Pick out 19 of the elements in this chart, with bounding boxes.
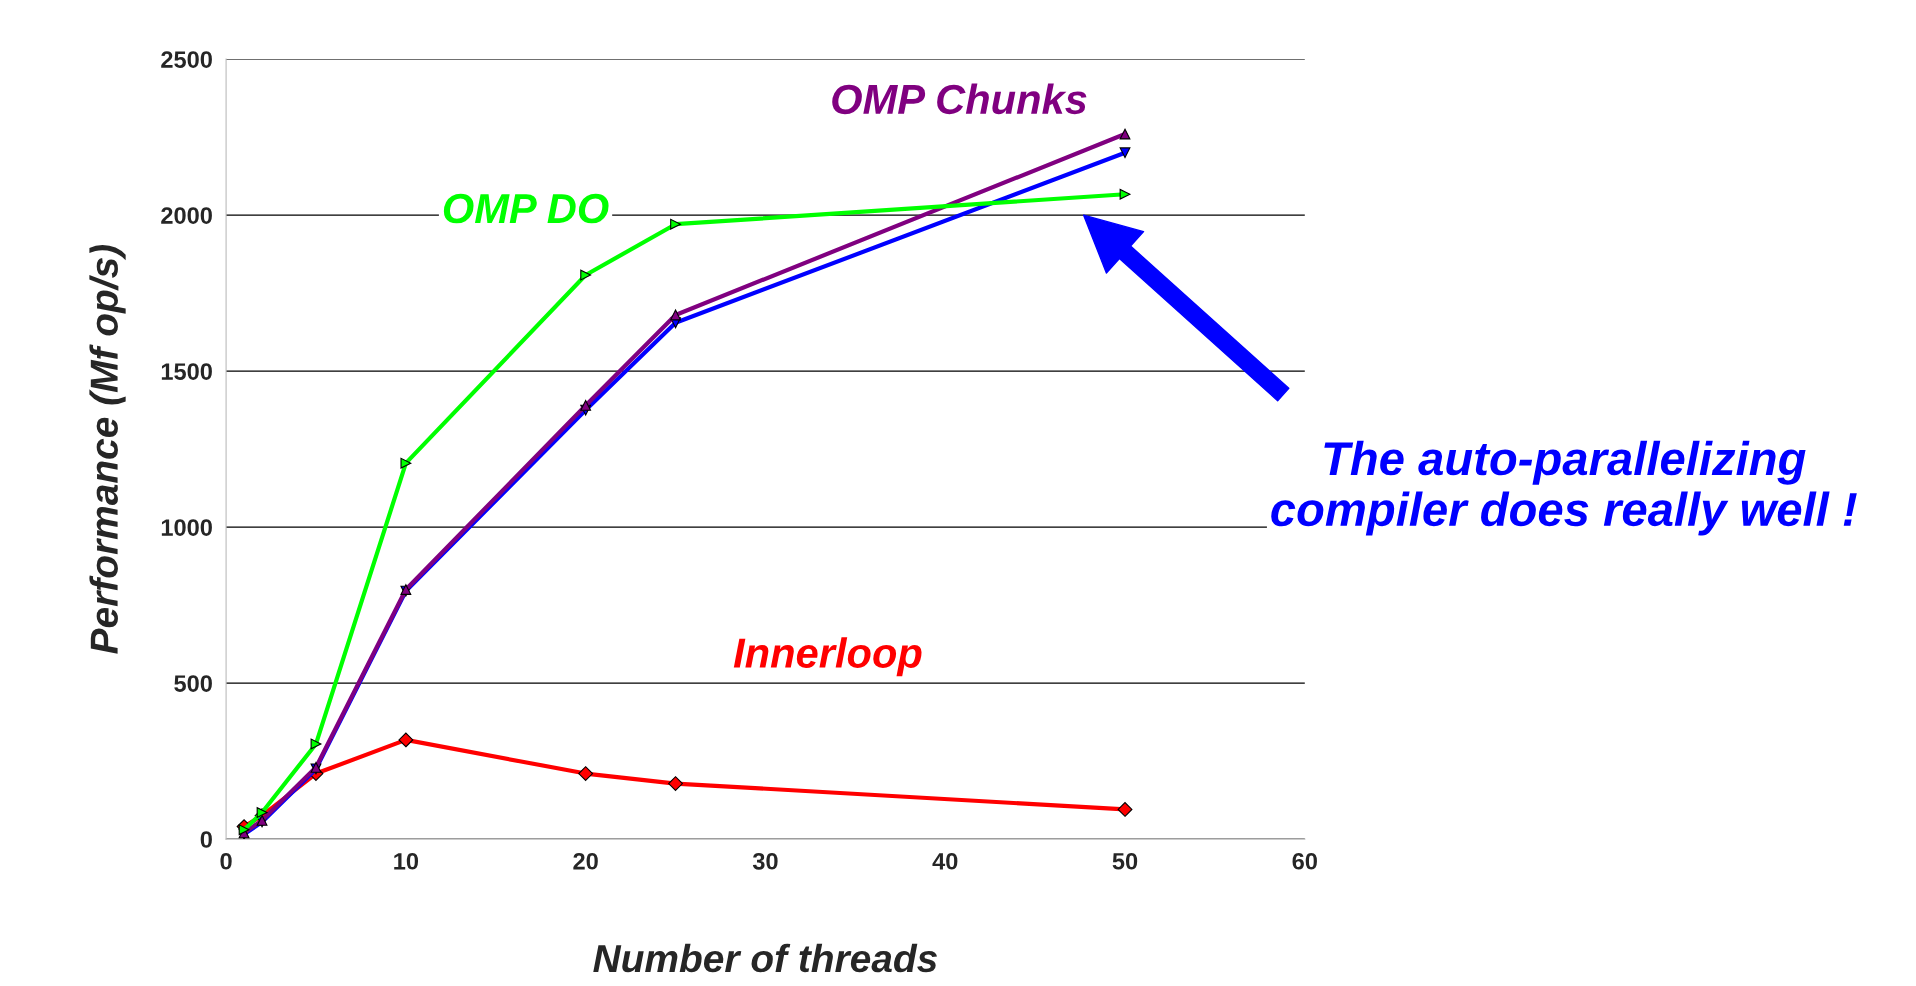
y-tick-label: 2500 — [161, 51, 212, 68]
x-axis-title: Number of threads — [593, 943, 937, 973]
x-tick-label: 10 — [394, 852, 419, 870]
x-tick-label: 50 — [1112, 852, 1138, 870]
y-tick-label: 1500 — [161, 363, 212, 380]
y-tick-label: 1000 — [161, 519, 212, 536]
y-tick-label: 0 — [200, 831, 212, 848]
annotation: The auto-parallelizing compiler does really well ! — [1271, 440, 1857, 536]
x-tick-label: 20 — [573, 852, 598, 870]
y-tick-label: 500 — [174, 675, 212, 692]
text: Innerloop — [733, 637, 922, 677]
series-label: OMP Chunks — [832, 83, 1087, 115]
series-label: OMP DO — [443, 193, 609, 224]
y-tick-label: 2000 — [161, 207, 212, 224]
x-tick-label: 60 — [1292, 852, 1317, 870]
x-tick-label: 30 — [752, 852, 778, 870]
y-axis-title: Performance (Mf op/s) — [89, 244, 126, 654]
x-tick-label: 40 — [932, 852, 958, 870]
x-tick-label: 0 — [220, 852, 232, 870]
